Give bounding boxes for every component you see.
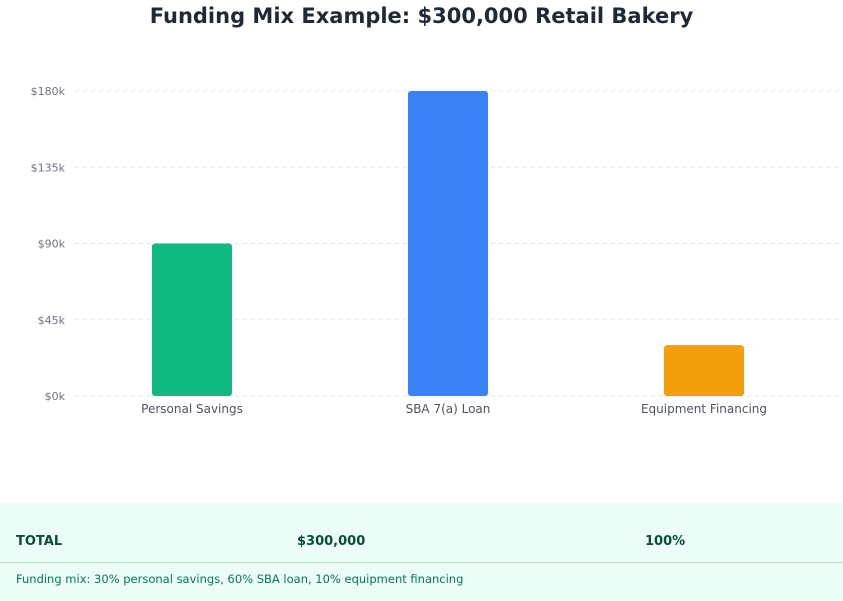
total-row: TOTAL $300,000 100% xyxy=(0,503,843,563)
x-category-label: Personal Savings xyxy=(141,402,243,416)
total-label: TOTAL xyxy=(16,534,63,549)
y-tick-label: $0k xyxy=(45,390,66,403)
bar-chart: $0k $45k $90k $135k $180k Personal Savings SBA… xyxy=(31,85,843,416)
x-category-label: SBA 7(a) Loan xyxy=(406,402,491,416)
summary-panel: TOTAL $300,000 100% Funding mix: 30% per… xyxy=(0,503,843,601)
y-tick-label: $180k xyxy=(31,85,66,98)
y-tick-label: $135k xyxy=(31,161,66,174)
bar xyxy=(152,243,232,396)
bar xyxy=(664,345,744,396)
total-amount: $300,000 xyxy=(297,534,366,549)
bar xyxy=(408,91,488,396)
total-percent: 100% xyxy=(645,534,686,549)
chart-title: Funding Mix Example: $300,000 Retail Bak… xyxy=(149,4,694,28)
funding-mix-note: Funding mix: 30% personal savings, 60% S… xyxy=(16,572,464,586)
x-category-label: Equipment Financing xyxy=(641,402,767,416)
y-tick-label: $90k xyxy=(38,238,66,251)
y-tick-label: $45k xyxy=(38,314,66,327)
